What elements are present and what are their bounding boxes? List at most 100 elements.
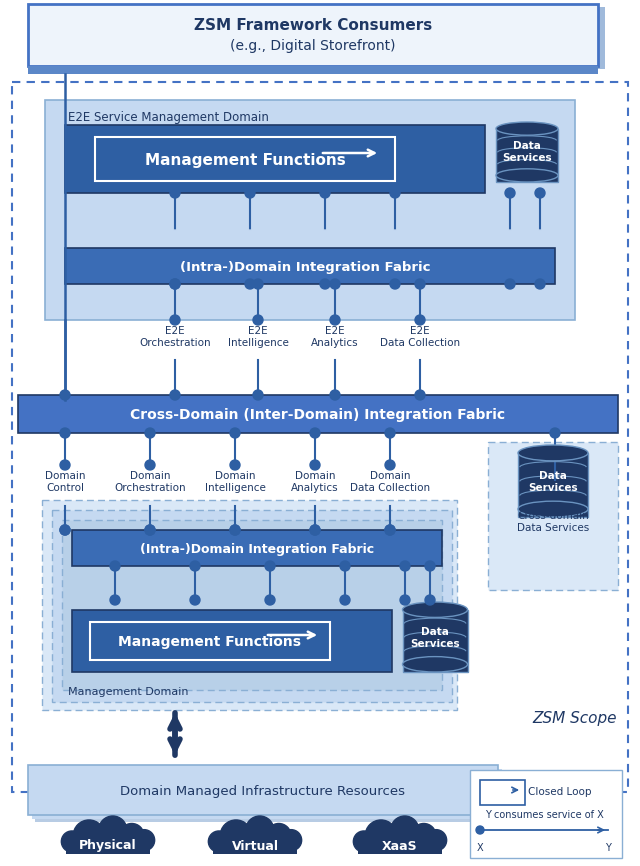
Circle shape (265, 595, 275, 605)
Text: Domain: Domain (45, 471, 85, 481)
Bar (65, 248, 555, 284)
Bar (28, 4, 598, 66)
Bar (496, 128, 558, 182)
Circle shape (310, 525, 320, 535)
Ellipse shape (403, 656, 467, 672)
Bar (18, 395, 618, 433)
Bar (35, 7, 605, 69)
Text: Orchestration: Orchestration (139, 338, 211, 348)
Circle shape (415, 279, 425, 289)
Circle shape (353, 831, 374, 852)
Circle shape (60, 525, 70, 535)
Text: Data
Services: Data Services (410, 627, 460, 649)
Bar (95, 137, 395, 181)
Bar (480, 780, 525, 805)
Circle shape (365, 820, 397, 851)
Circle shape (134, 830, 155, 850)
Circle shape (246, 816, 274, 844)
Circle shape (60, 390, 70, 400)
Bar (42, 500, 457, 710)
Circle shape (505, 188, 515, 198)
Bar (72, 610, 392, 672)
Circle shape (415, 315, 425, 325)
Circle shape (505, 279, 515, 289)
Text: ZSM Scope: ZSM Scope (532, 710, 617, 726)
Circle shape (415, 390, 425, 400)
Circle shape (110, 561, 120, 571)
Circle shape (245, 279, 255, 289)
Text: E2E: E2E (248, 326, 268, 336)
Bar (403, 610, 467, 672)
Circle shape (385, 525, 395, 535)
Circle shape (425, 561, 435, 571)
Circle shape (385, 525, 395, 535)
Bar (213, 836, 297, 854)
Text: Orchestration: Orchestration (114, 483, 186, 493)
Circle shape (230, 525, 240, 535)
Bar (35, 772, 505, 822)
Text: Domain: Domain (295, 471, 335, 481)
Text: Domain: Domain (370, 471, 410, 481)
Circle shape (170, 390, 180, 400)
Circle shape (120, 824, 144, 848)
Circle shape (253, 390, 263, 400)
Text: Y consumes service of X: Y consumes service of X (484, 810, 604, 820)
Text: (Intra-)Domain Integration Fabric: (Intra-)Domain Integration Fabric (180, 261, 430, 274)
Circle shape (340, 561, 350, 571)
Text: XaaS: XaaS (382, 839, 418, 852)
Circle shape (230, 428, 240, 438)
Circle shape (253, 279, 263, 289)
Circle shape (60, 460, 70, 470)
Text: Domain Managed Infrastructure Resources: Domain Managed Infrastructure Resources (120, 785, 406, 798)
Circle shape (310, 428, 320, 438)
Circle shape (73, 820, 105, 851)
Text: Data
Services: Data Services (502, 141, 552, 163)
Circle shape (245, 188, 255, 198)
Circle shape (400, 595, 410, 605)
Circle shape (390, 188, 400, 198)
Circle shape (425, 595, 435, 605)
Circle shape (385, 460, 395, 470)
Circle shape (145, 460, 155, 470)
Circle shape (280, 830, 301, 850)
Circle shape (60, 525, 70, 535)
Circle shape (330, 279, 340, 289)
Circle shape (505, 230, 515, 240)
Text: (Intra-)Domain Integration Fabric: (Intra-)Domain Integration Fabric (140, 542, 374, 555)
Ellipse shape (518, 501, 588, 517)
Circle shape (400, 561, 410, 571)
Circle shape (320, 188, 330, 198)
Bar (90, 622, 330, 660)
Text: ZSM Framework Consumers: ZSM Framework Consumers (194, 18, 432, 34)
Circle shape (320, 230, 330, 240)
Circle shape (110, 595, 120, 605)
Circle shape (340, 595, 350, 605)
Circle shape (253, 315, 263, 325)
Ellipse shape (496, 169, 558, 182)
Bar (32, 769, 502, 819)
Text: X: X (477, 843, 483, 853)
Circle shape (170, 315, 180, 325)
Text: Cross-Domain (Inter-Domain) Integration Fabric: Cross-Domain (Inter-Domain) Integration … (131, 408, 506, 422)
Circle shape (60, 428, 70, 438)
Bar (470, 770, 622, 858)
Circle shape (209, 831, 230, 852)
Circle shape (170, 230, 180, 240)
Bar (518, 453, 588, 517)
Text: Domain: Domain (215, 471, 255, 481)
Bar (65, 125, 485, 193)
Text: Cross-domain
Data Services: Cross-domain Data Services (517, 511, 589, 533)
Circle shape (145, 525, 155, 535)
Circle shape (190, 595, 200, 605)
Text: Data Collection: Data Collection (380, 338, 460, 348)
Circle shape (220, 820, 252, 851)
Circle shape (145, 428, 155, 438)
Text: Y: Y (605, 843, 611, 853)
Circle shape (265, 561, 275, 571)
Bar (66, 836, 150, 854)
Text: Management Domain: Management Domain (68, 687, 189, 697)
Circle shape (535, 230, 545, 240)
Text: (e.g., Digital Storefront): (e.g., Digital Storefront) (230, 39, 396, 53)
Circle shape (390, 279, 400, 289)
Circle shape (170, 279, 180, 289)
